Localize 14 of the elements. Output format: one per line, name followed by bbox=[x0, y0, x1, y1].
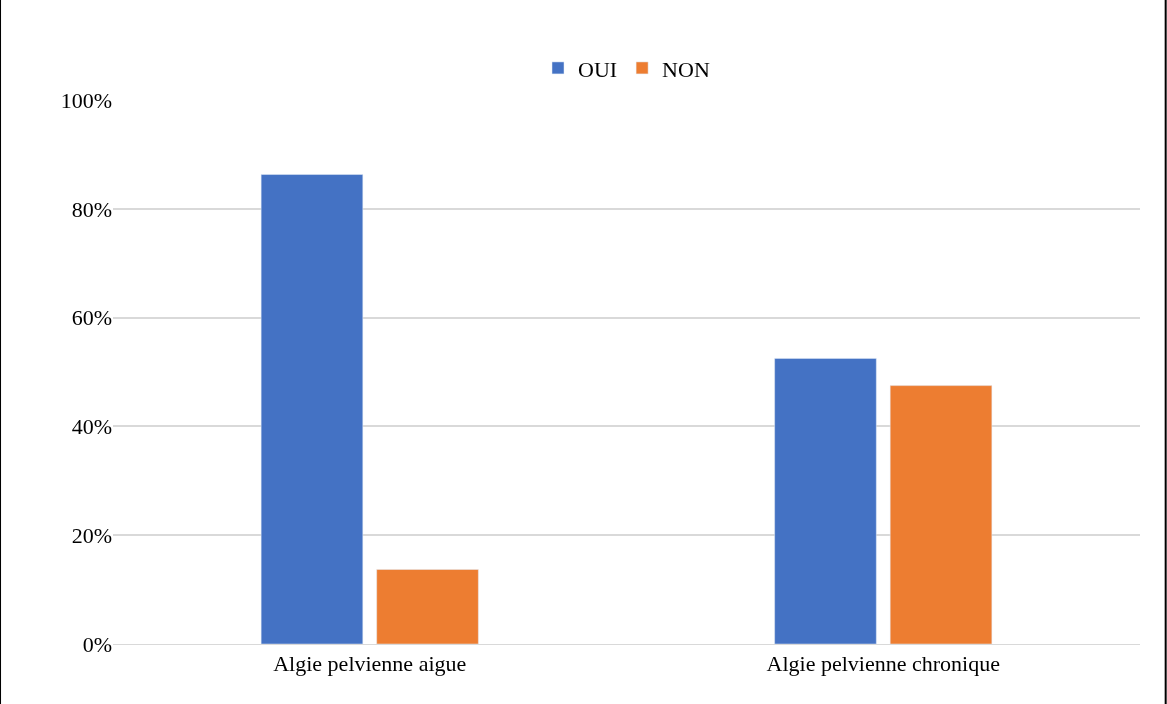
y-tick-label: 80% bbox=[71, 196, 112, 222]
y-tick-label: 40% bbox=[71, 414, 112, 440]
legend-label: OUI bbox=[578, 56, 618, 82]
y-tick-label: 100% bbox=[60, 87, 112, 113]
bar bbox=[774, 358, 877, 644]
bar bbox=[889, 385, 993, 644]
bar bbox=[376, 569, 479, 644]
x-tick-label: Algie pelvienne chronique bbox=[766, 651, 1000, 677]
y-tick-label: 60% bbox=[71, 305, 112, 331]
bar bbox=[260, 174, 364, 644]
y-tick-label: 20% bbox=[71, 522, 112, 548]
y-tick-label: 0% bbox=[82, 631, 112, 657]
legend-label: NON bbox=[662, 56, 710, 82]
x-tick-label: Algie pelvienne aigue bbox=[273, 651, 467, 677]
